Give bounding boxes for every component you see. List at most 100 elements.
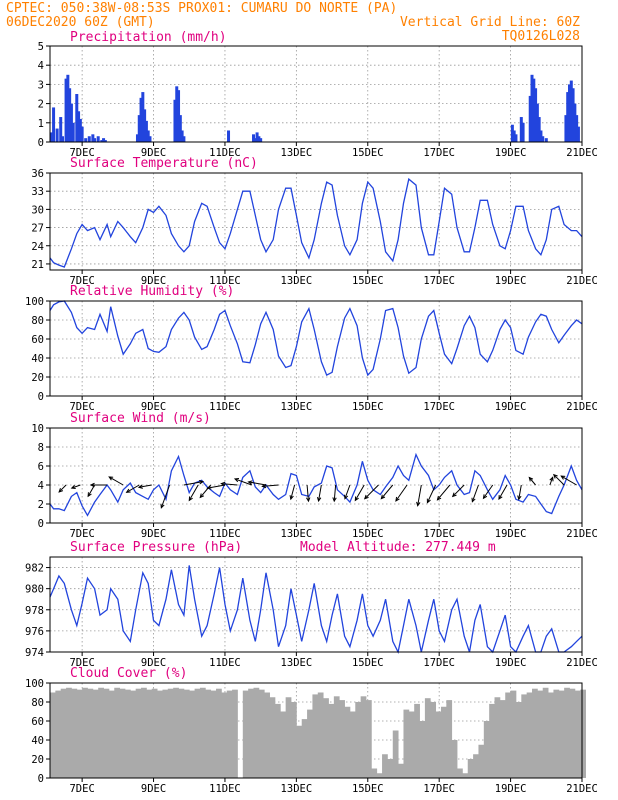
cloud-xtick-label: 11DEC bbox=[209, 783, 241, 795]
cloud-bar bbox=[365, 700, 372, 778]
cloud-bar bbox=[532, 688, 538, 778]
cloud-ytick-label: 20 bbox=[31, 754, 44, 766]
cloud-bar bbox=[151, 688, 158, 778]
temp-xtick-label: 19DEC bbox=[495, 275, 527, 287]
header-model-id: TQ0126L028 bbox=[502, 29, 580, 44]
cloud-bar bbox=[424, 698, 431, 778]
wind-vector-arrow bbox=[220, 481, 238, 487]
temp-ytick-label: 33 bbox=[31, 186, 44, 198]
precip-bar bbox=[137, 115, 141, 142]
precipitation-panel: Precipitation (mm/h) 0 1 2 3 4 5 7DEC 9DEC 11DEC… bbox=[38, 30, 598, 159]
wind-ytick-label: 10 bbox=[31, 423, 44, 435]
wind-vector-arrow bbox=[471, 484, 479, 503]
precip-ytick-label: 0 bbox=[38, 137, 44, 149]
cloud-bar bbox=[317, 692, 324, 778]
rh-ytick-label: 20 bbox=[31, 372, 44, 384]
precip-bar bbox=[50, 132, 54, 142]
wind-ytick-label: 8 bbox=[38, 442, 44, 454]
cloud-bar bbox=[216, 688, 222, 778]
temperature-panel: Surface Temperature (nC) 21 24 27 30 33 36 7DE… bbox=[31, 156, 597, 287]
cloud-bar bbox=[291, 702, 297, 778]
precip-bar bbox=[510, 124, 514, 142]
cloud-bar bbox=[280, 711, 287, 778]
cloud-bar bbox=[323, 698, 329, 778]
pressure-xtick-label: 21DEC bbox=[566, 657, 598, 669]
cloud-xtick-label: 19DEC bbox=[495, 783, 527, 795]
precip-bar bbox=[257, 136, 261, 142]
wind-vector-arrow bbox=[108, 476, 124, 486]
precip-bar bbox=[80, 126, 84, 142]
wind-vector-arrow bbox=[528, 476, 536, 486]
wind-xtick-label: 15DEC bbox=[352, 528, 384, 540]
cloud-bar bbox=[92, 689, 99, 778]
header-grid-note: Vertical Grid Line: 60Z bbox=[400, 15, 580, 30]
cloud-bar bbox=[301, 719, 308, 778]
temp-ytick-label: 24 bbox=[31, 241, 44, 253]
precip-frame bbox=[49, 45, 583, 143]
precip-bar bbox=[96, 136, 100, 142]
cloud-xtick-label: 7DEC bbox=[69, 783, 94, 795]
cloud-bar bbox=[548, 692, 554, 778]
precip-ytick-label: 4 bbox=[38, 60, 44, 72]
precip-xtick-label: 17DEC bbox=[423, 147, 455, 159]
cloud-bar bbox=[146, 689, 153, 778]
cloud-xtick-label: 21DEC bbox=[566, 783, 598, 795]
precip-bar bbox=[575, 115, 579, 142]
temp-series-line bbox=[49, 177, 583, 268]
temp-xtick-label: 15DEC bbox=[352, 275, 384, 287]
precip-bar bbox=[102, 138, 106, 142]
cloud-bar bbox=[114, 687, 121, 778]
cloud-bar bbox=[66, 687, 72, 778]
precip-bar bbox=[544, 138, 548, 142]
cloud-bar bbox=[307, 709, 313, 778]
pressure-xtick-label: 11DEC bbox=[209, 657, 241, 669]
cloud-bar bbox=[167, 688, 174, 778]
wind-xtick-label: 21DEC bbox=[566, 528, 598, 540]
cloud-bar bbox=[430, 702, 437, 778]
cloud-bar bbox=[505, 692, 511, 778]
temp-xtick-label: 17DEC bbox=[423, 275, 455, 287]
cloud-bar bbox=[60, 688, 67, 778]
cloud-bar bbox=[558, 690, 565, 778]
precip-bar bbox=[569, 80, 573, 142]
cloud-bar bbox=[189, 690, 196, 778]
cloud-bar bbox=[50, 692, 56, 778]
precip-bar bbox=[91, 134, 95, 142]
pressure-xtick-label: 9DEC bbox=[141, 657, 166, 669]
rh-xtick-label: 9DEC bbox=[141, 401, 166, 413]
rh-xtick-label: 11DEC bbox=[209, 401, 241, 413]
cloud-bar bbox=[285, 697, 292, 778]
precip-bar bbox=[146, 130, 150, 142]
wind-vector-arrow bbox=[549, 476, 554, 486]
rh-ytick-label: 40 bbox=[31, 353, 44, 365]
cloud-bar bbox=[392, 730, 399, 778]
wind-ytick-label: 4 bbox=[38, 480, 44, 492]
precip-bar bbox=[564, 115, 568, 142]
wind-vector-arrow bbox=[289, 484, 296, 501]
precip-xtick-label: 19DEC bbox=[495, 147, 527, 159]
cloud-bar bbox=[296, 725, 303, 778]
precip-bar bbox=[541, 136, 545, 142]
precip-bar bbox=[71, 122, 75, 142]
precip-bar bbox=[59, 117, 63, 142]
cloud-bar bbox=[173, 687, 179, 778]
precip-bar bbox=[139, 97, 143, 142]
pressure-ytick-label: 980 bbox=[25, 584, 44, 596]
cloud-xtick-label: 17DEC bbox=[423, 783, 455, 795]
cloud-bar bbox=[124, 689, 131, 778]
rh-ytick-label: 0 bbox=[38, 391, 44, 403]
wind-vector-arrow bbox=[363, 484, 379, 500]
precip-bar bbox=[566, 92, 570, 142]
precip-bar bbox=[512, 130, 516, 142]
humidity-title: Relative Humidity (%) bbox=[70, 284, 234, 299]
precip-bar bbox=[528, 95, 532, 142]
precip-bar bbox=[227, 130, 231, 142]
precip-bar bbox=[52, 107, 56, 142]
cloud-bar bbox=[98, 687, 104, 778]
cloud-ytick-label: 0 bbox=[38, 773, 44, 785]
cloud-bar bbox=[312, 694, 319, 778]
temp-ytick-label: 21 bbox=[31, 259, 44, 271]
rh-ytick-label: 100 bbox=[25, 296, 44, 308]
cloud-bar bbox=[457, 768, 463, 778]
cloud-bar bbox=[483, 721, 490, 778]
